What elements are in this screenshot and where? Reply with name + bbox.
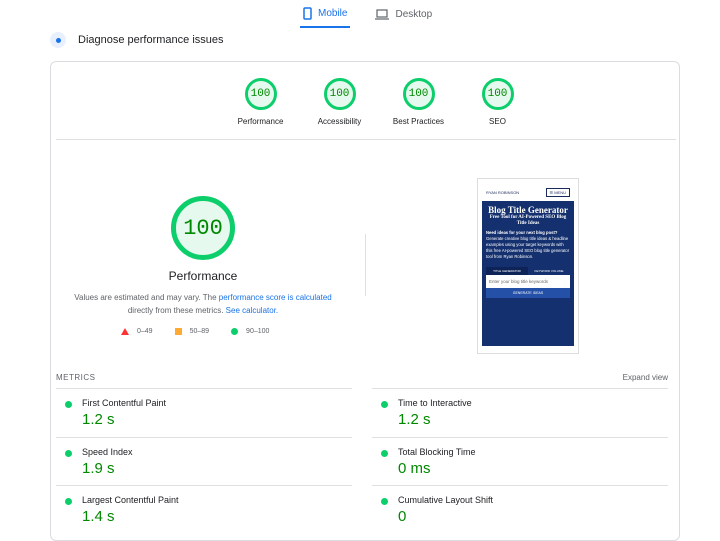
screenshot-subtitle: Free Tool for AI-Powered SEO Blog Title … bbox=[489, 215, 567, 226]
screenshot-tab: KEYWORD VOLUME bbox=[534, 269, 564, 273]
metrics-title: METRICS bbox=[56, 373, 96, 382]
report-card: 100 Performance 100 Accessibility 100 Best … bbox=[50, 61, 680, 541]
score-legend: 0–49 50–89 90–100 bbox=[121, 328, 269, 335]
metric-fcp: First Contentful Paint 1.2 s bbox=[56, 388, 352, 437]
note-text: directly from these metrics. bbox=[127, 306, 226, 315]
diagnose-title: Diagnose performance issues bbox=[78, 34, 224, 46]
pass-circle-icon bbox=[381, 498, 388, 505]
metrics-header: METRICS Expand view bbox=[56, 373, 668, 382]
metric-tbt: Total Blocking Time 0 ms bbox=[372, 436, 668, 486]
gauge-label: Performance bbox=[237, 117, 284, 126]
screenshot-button: GENERATE IDEAS bbox=[486, 288, 570, 298]
metric-value: 1.2 s bbox=[398, 411, 431, 428]
note-text: Values are estimated and may vary. The bbox=[74, 293, 219, 302]
screenshot-hero: Blog Title Generator Free Tool for AI-Po… bbox=[482, 201, 574, 346]
circle-icon bbox=[231, 328, 239, 335]
score-ring: 100 bbox=[481, 78, 514, 110]
metric-si: Speed Index 1.9 s bbox=[56, 436, 352, 486]
gauge-label: Accessibility bbox=[317, 117, 362, 126]
screenshot-input: Enter your blog title keywords bbox=[486, 275, 570, 288]
pass-circle-icon bbox=[65, 498, 72, 505]
metric-value: 0 bbox=[398, 508, 407, 525]
legend-range: 90–100 bbox=[246, 328, 270, 335]
diagnose-header: Diagnose performance issues bbox=[50, 32, 224, 48]
pass-circle-icon bbox=[381, 449, 388, 457]
screenshot-menu: ☰ MENU bbox=[545, 187, 570, 197]
divider bbox=[365, 234, 366, 296]
metric-lcp: Largest Contentful Paint 1.4 s bbox=[56, 485, 352, 534]
metric-value: 1.4 s bbox=[82, 508, 115, 525]
metric-name: Total Blocking Time bbox=[398, 446, 476, 457]
gauge-label: Best Practices bbox=[392, 117, 445, 126]
legend-pass: 90–100 bbox=[231, 328, 269, 335]
screenshot-header: RYAN ROBINSON ☰ MENU bbox=[482, 183, 574, 201]
divider bbox=[56, 139, 676, 140]
pass-circle-icon bbox=[65, 401, 72, 408]
score-ring: 100 bbox=[402, 78, 435, 110]
device-tabs: Mobile Desktop bbox=[300, 0, 435, 30]
legend-average: 50–89 bbox=[174, 328, 210, 335]
gauge-label: SEO bbox=[489, 117, 506, 126]
metric-name: Largest Contentful Paint bbox=[82, 495, 179, 505]
tab-label: Mobile bbox=[318, 7, 348, 19]
metric-name: Cumulative Layout Shift bbox=[398, 495, 494, 505]
metric-value: 1.9 s bbox=[82, 459, 115, 477]
tab-label: Desktop bbox=[395, 8, 433, 20]
page-screenshot: RYAN ROBINSON ☰ MENU Blog Title Generator… bbox=[477, 178, 579, 354]
metric-cls: Cumulative Layout Shift 0 bbox=[372, 485, 668, 534]
screenshot-heading: Need ideas for your next blog post? bbox=[486, 230, 558, 235]
performance-score-gauge: 100 bbox=[171, 196, 235, 260]
diagnose-icon bbox=[50, 32, 66, 48]
metric-name: First Contentful Paint bbox=[82, 398, 167, 408]
gauge-best-practices[interactable]: 100 Best Practices bbox=[379, 78, 458, 126]
score-note: Values are estimated and may vary. The p… bbox=[71, 291, 335, 317]
gauge-accessibility[interactable]: 100 Accessibility bbox=[300, 78, 379, 126]
triangle-icon bbox=[121, 328, 129, 335]
performance-label: Performance bbox=[168, 269, 238, 283]
legend-range: 0–49 bbox=[137, 328, 153, 335]
screenshot-title: Blog Title Generator bbox=[488, 205, 568, 215]
tab-desktop[interactable]: Desktop bbox=[372, 0, 435, 28]
gauge-seo[interactable]: 100 SEO bbox=[458, 78, 537, 126]
metric-tti: Time to Interactive 1.2 s bbox=[372, 388, 668, 437]
screenshot-logo: RYAN ROBINSON bbox=[486, 189, 520, 195]
score-ring: 100 bbox=[244, 78, 277, 110]
pass-circle-icon bbox=[65, 449, 72, 457]
metric-value: 1.2 s bbox=[82, 411, 115, 428]
screenshot-copy: Need ideas for your next blog post? Gener… bbox=[486, 230, 570, 260]
pass-circle-icon bbox=[381, 401, 388, 408]
tab-mobile[interactable]: Mobile bbox=[300, 0, 351, 28]
calculator-link[interactable]: See calculator. bbox=[225, 306, 279, 315]
category-gauges: 100 Performance 100 Accessibility 100 Best … bbox=[221, 78, 537, 126]
score-ring: 100 bbox=[323, 78, 356, 110]
screenshot-text: Generate creative blog title ideas & hea… bbox=[486, 236, 570, 259]
legend-range: 50–89 bbox=[189, 328, 210, 335]
legend-fail: 0–49 bbox=[121, 328, 153, 335]
gauge-performance[interactable]: 100 Performance bbox=[221, 78, 300, 126]
performance-score-link[interactable]: performance score is calculated bbox=[218, 293, 332, 302]
screenshot-tab: TITLE GENERATOR bbox=[486, 267, 528, 275]
metric-name: Time to Interactive bbox=[398, 398, 472, 408]
metric-name: Speed Index bbox=[82, 446, 133, 457]
screenshot-tabs: TITLE GENERATOR KEYWORD VOLUME bbox=[486, 267, 570, 275]
expand-view-button[interactable]: Expand view bbox=[622, 373, 668, 382]
laptop-icon bbox=[375, 8, 390, 20]
metrics-grid: First Contentful Paint 1.2 s Time to Inte… bbox=[56, 388, 673, 534]
smartphone-icon bbox=[303, 6, 312, 20]
metric-value: 0 ms bbox=[398, 459, 431, 477]
square-icon bbox=[174, 328, 182, 335]
